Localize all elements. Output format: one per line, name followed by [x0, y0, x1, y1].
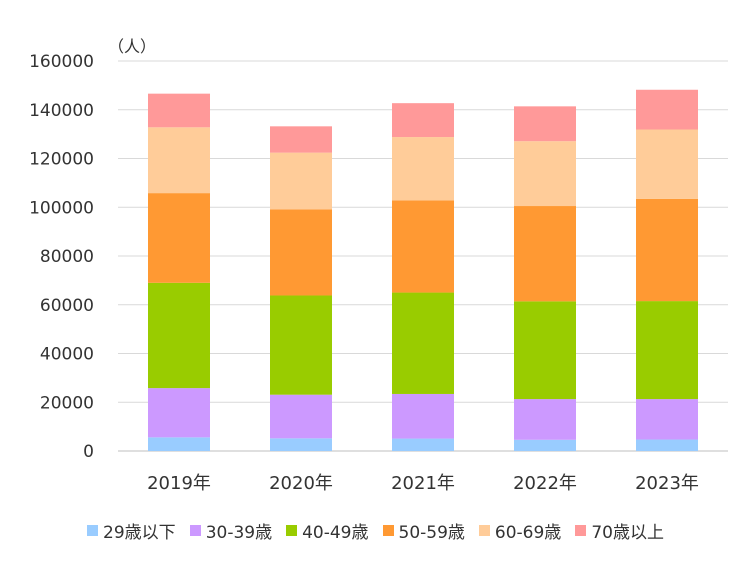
- legend-swatch: [575, 524, 587, 536]
- y-tick-label: 80000: [40, 247, 94, 267]
- legend-item: 50-59歳: [382, 518, 465, 543]
- legend-label: 29歳以下: [103, 522, 176, 543]
- bars: [148, 89, 698, 451]
- x-tick-label: 2021年: [391, 473, 455, 494]
- legend-label: 50-59歳: [398, 522, 465, 543]
- bar-segment: [514, 141, 576, 207]
- bar-segment: [148, 282, 210, 389]
- bar-segment: [514, 206, 576, 302]
- legend-item: 60-69歳: [478, 518, 562, 543]
- y-tick-label: 60000: [40, 296, 94, 316]
- y-tick-label: 0: [83, 442, 94, 462]
- bar-segment: [148, 388, 210, 438]
- legend-swatch: [87, 524, 99, 536]
- bar-segment: [636, 89, 698, 130]
- bar-segment: [392, 292, 454, 394]
- legend-swatch: [189, 524, 201, 536]
- x-tick-label: 2019年: [147, 473, 211, 494]
- legend-item: 30-39歳: [189, 518, 273, 543]
- bar-segment: [514, 301, 576, 400]
- bar-segment: [636, 439, 698, 451]
- legend-label: 60-69歳: [494, 522, 562, 543]
- x-tick-label: 2020年: [269, 473, 333, 494]
- y-tick-label: 120000: [29, 150, 94, 170]
- y-tick-label: 160000: [29, 52, 94, 72]
- x-tick-label: 2022年: [513, 473, 577, 494]
- legend-item: 40-49歳: [286, 518, 369, 543]
- bar-segment: [148, 193, 210, 283]
- bar-segment: [270, 126, 332, 153]
- y-tick-label: 100000: [29, 198, 94, 218]
- bar-segment: [270, 394, 332, 439]
- bar-segment: [514, 439, 576, 451]
- bar-segment: [636, 198, 698, 302]
- bar-segment: [636, 399, 698, 440]
- legend-swatch: [286, 524, 298, 536]
- bar-segment: [270, 209, 332, 296]
- x-tick-label: 2023年: [635, 473, 699, 494]
- bar-segment: [270, 295, 332, 395]
- legend-swatch: [382, 524, 394, 536]
- bar-segment: [392, 393, 454, 439]
- x-axis-tick-labels: 2019年 2020年 2021年 2022年 2023年: [147, 473, 699, 494]
- y-tick-label: 20000: [40, 393, 94, 413]
- bar-segment: [636, 129, 698, 199]
- bar-segment: [392, 137, 454, 201]
- y-tick-label: 40000: [40, 345, 94, 365]
- bar-segment: [514, 106, 576, 142]
- y-axis-tick-labels: 0 20000 40000 60000 80000 100000 120000 140000 1…: [29, 52, 94, 462]
- bar-segment: [392, 200, 454, 293]
- bar-segment: [148, 127, 210, 194]
- y-tick-label: 140000: [29, 101, 94, 121]
- bar-segment: [392, 103, 454, 138]
- y-axis-unit-label: （人）: [108, 37, 157, 56]
- bar-segment: [148, 437, 210, 451]
- legend-label: 70歳以上: [591, 522, 664, 543]
- bar-segment: [636, 301, 698, 400]
- legend-label: 30-39歳: [205, 522, 273, 543]
- bar-segment: [392, 438, 454, 451]
- legend: 29歳以下 30-39歳 40-49歳 50-59歳 60-69歳 70歳以上: [0, 516, 751, 544]
- bar-segment: [270, 438, 332, 451]
- legend-item: 70歳以上: [575, 518, 664, 543]
- bar-segment: [148, 93, 210, 128]
- bar-segment: [270, 152, 332, 210]
- legend-item: 29歳以下: [87, 518, 176, 543]
- legend-swatch: [478, 524, 490, 536]
- legend-label: 40-49歳: [302, 522, 369, 543]
- bar-segment: [514, 399, 576, 440]
